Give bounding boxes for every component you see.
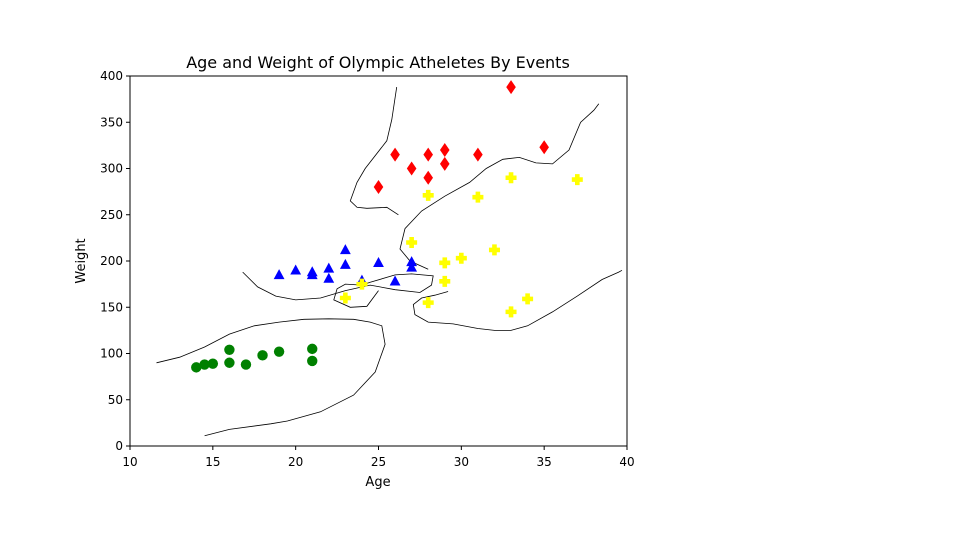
data-point-circle [207, 358, 219, 369]
decision-boundary-1 [156, 318, 386, 437]
data-point-plus [571, 174, 583, 186]
data-point-triangle [323, 272, 335, 283]
x-tick-label: 35 [537, 455, 552, 469]
data-point-triangle [339, 258, 351, 269]
y-tick-label: 350 [100, 115, 123, 129]
data-point-plus [522, 293, 534, 305]
data-point-diamond [539, 140, 549, 155]
data-point-plus [488, 244, 500, 256]
plot-area [156, 80, 623, 437]
data-point-circle [224, 357, 235, 368]
data-point-triangle [406, 261, 418, 272]
decision-boundary-4 [399, 103, 600, 270]
y-tick-label: 400 [100, 69, 123, 83]
x-tick-label: 30 [454, 455, 469, 469]
y-axis-label: Weight [74, 238, 89, 283]
data-point-circle [273, 346, 285, 357]
data-point-plus [356, 278, 368, 290]
data-point-diamond [390, 147, 400, 162]
data-point-triangle [339, 244, 351, 255]
data-point-circle [199, 359, 210, 370]
y-tick-label: 0 [115, 439, 123, 453]
data-point-triangle [406, 256, 418, 267]
chart-title: Age and Weight of Olympic Atheletes By E… [186, 53, 570, 72]
data-point-plus [505, 306, 517, 318]
data-point-plus [422, 297, 434, 309]
data-point-plus [472, 191, 484, 203]
data-point-diamond [439, 156, 450, 171]
data-point-diamond [473, 147, 483, 162]
data-point-triangle [373, 257, 384, 268]
x-tick-label: 25 [371, 455, 386, 469]
data-point-circle [240, 359, 252, 370]
x-tick-label: 15 [205, 455, 220, 469]
data-point-triangle [290, 264, 302, 275]
x-tick-label: 10 [122, 455, 137, 469]
data-point-diamond [406, 161, 417, 176]
x-axis-label: Age [365, 475, 390, 490]
data-point-plus [439, 275, 451, 287]
data-point-circle [307, 355, 318, 367]
data-point-diamond [423, 170, 433, 185]
x-tick-label: 20 [288, 455, 303, 469]
decision-boundary-3 [349, 87, 399, 216]
data-point-circle [191, 362, 202, 373]
data-point-triangle [273, 269, 285, 280]
data-point-circle [307, 343, 318, 355]
data-point-plus [339, 292, 351, 304]
y-tick-label: 200 [100, 254, 123, 268]
data-point-triangle [306, 269, 318, 280]
data-point-plus [455, 252, 467, 264]
y-tick-label: 100 [100, 347, 123, 361]
data-point-circle [224, 344, 235, 355]
decision-boundary-5 [412, 269, 623, 331]
y-tick-label: 250 [100, 208, 123, 222]
data-point-plus [439, 257, 451, 269]
data-point-plus [406, 237, 418, 248]
x-tick-label: 40 [619, 455, 634, 469]
y-tick-label: 50 [108, 393, 123, 407]
data-point-plus [505, 172, 517, 184]
data-point-triangle [323, 262, 335, 273]
data-point-diamond [373, 180, 384, 194]
y-tick-label: 150 [100, 300, 123, 314]
data-point-circle [257, 350, 268, 361]
data-point-diamond [423, 147, 433, 162]
data-point-diamond [439, 143, 450, 157]
data-point-triangle [389, 275, 401, 286]
y-tick-label: 300 [100, 162, 123, 176]
data-point-diamond [506, 80, 516, 95]
data-point-plus [422, 189, 434, 201]
decision-boundary-2 [242, 271, 434, 308]
